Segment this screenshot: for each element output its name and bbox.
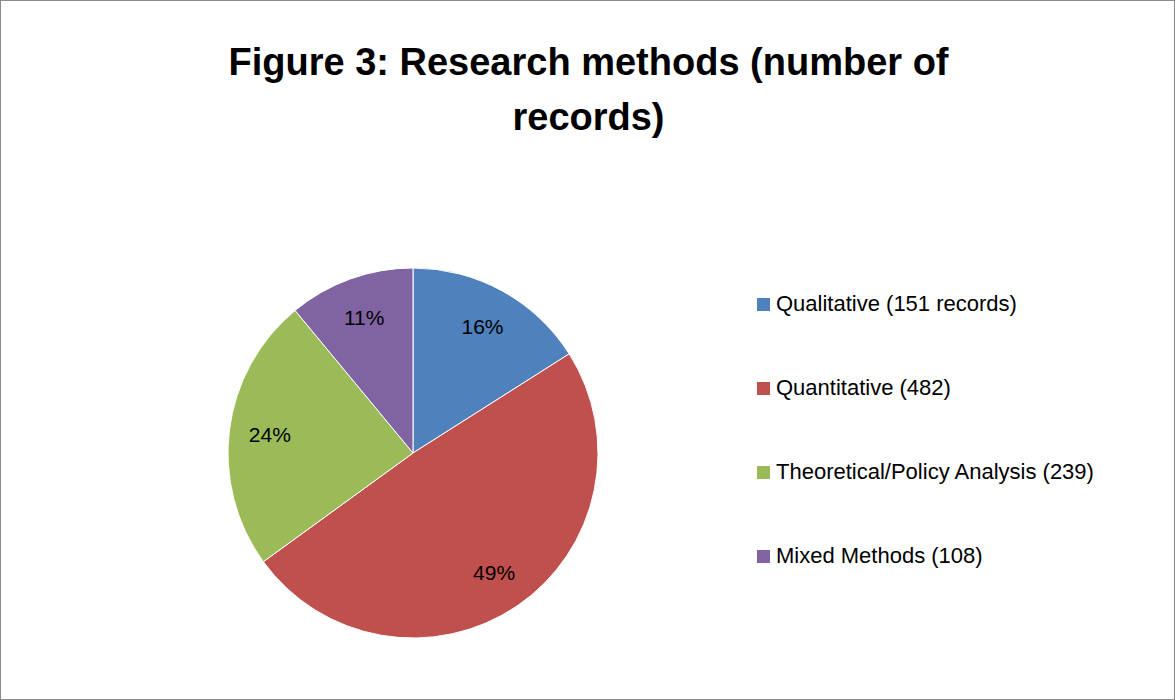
data-label: 49% [473,561,515,584]
legend: Qualitative (151 records) Quantitative (4… [757,291,1094,568]
pie: 16% 49% 24% 11% [228,268,598,638]
data-label: 11% [344,306,384,329]
legend-swatch [757,550,770,563]
legend-label: Quantitative (482) [776,375,951,400]
legend-label: Theoretical/Policy Analysis (239) [776,459,1094,484]
data-label: 16% [462,315,504,338]
chart: Figure 3: Research methods (number ofrec… [0,0,1175,700]
legend-swatch [757,298,770,311]
legend-label: Qualitative (151 records) [776,291,1017,316]
chart-frame [1,1,1175,700]
chart-title: Figure 3: Research methods (number ofrec… [228,41,948,138]
legend-label: Mixed Methods (108) [776,543,983,568]
legend-swatch [757,382,770,395]
data-label: 24% [249,423,291,446]
legend-swatch [757,466,770,479]
pie-slice [295,268,413,453]
